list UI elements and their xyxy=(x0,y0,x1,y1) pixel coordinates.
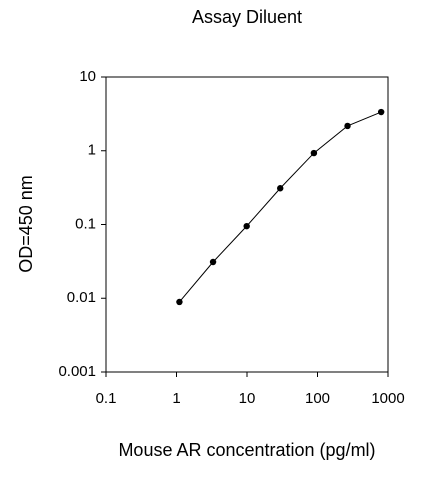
y-tick-label: 1 xyxy=(88,142,96,159)
x-tick-label: 1000 xyxy=(371,390,404,407)
x-tick-label: 10 xyxy=(239,390,256,407)
data-point xyxy=(176,298,183,306)
series-line xyxy=(179,111,382,303)
x-tick-label: 0.1 xyxy=(96,390,117,407)
x-axis-label: Mouse AR concentration (pg/ml) xyxy=(118,440,375,460)
y-tick-label: 10 xyxy=(79,68,96,85)
data-point xyxy=(310,149,318,157)
data-point xyxy=(377,108,385,116)
data-point xyxy=(344,122,351,130)
x-tick-label: 100 xyxy=(305,390,330,407)
chart-title: Assay Diluent xyxy=(192,7,302,27)
y-tick-label: 0.001 xyxy=(58,363,96,380)
data-point xyxy=(243,222,250,230)
data-point xyxy=(209,258,217,266)
y-axis-label: OD=450 nm xyxy=(16,175,36,273)
y-tick-label: 0.01 xyxy=(67,289,96,306)
data-point xyxy=(277,185,284,192)
y-tick-label: 0.1 xyxy=(75,215,96,232)
x-tick-label: 1 xyxy=(172,390,180,407)
